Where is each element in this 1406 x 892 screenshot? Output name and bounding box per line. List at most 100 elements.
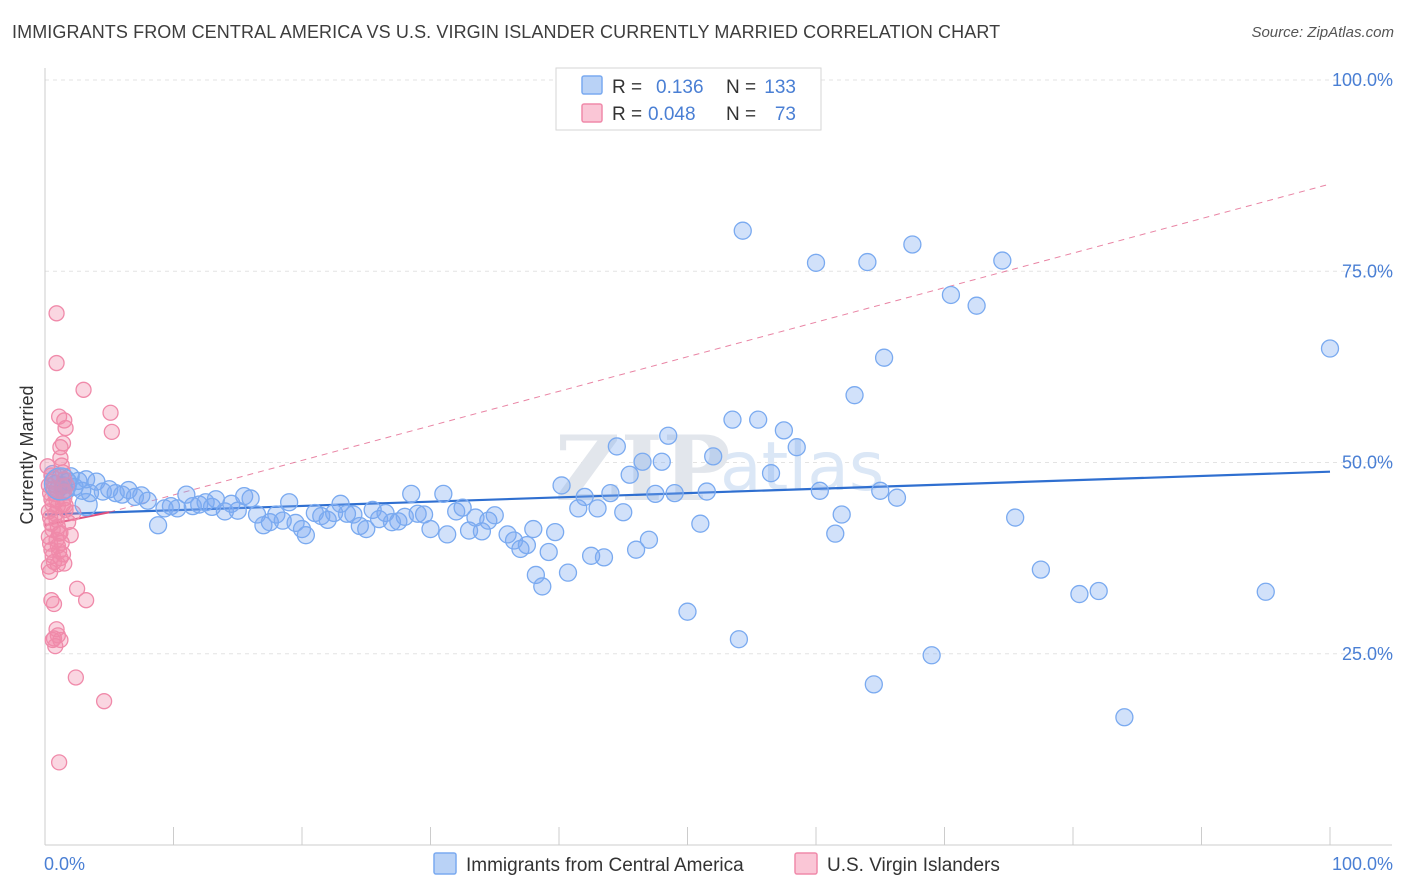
axes-layer: 25.0% 50.0% 75.0% 100.0% 0.0% 100.0%: [44, 68, 1393, 874]
point-central-america: [941, 285, 961, 305]
stats-swatch-pink: [581, 103, 603, 123]
point-central-america: [357, 519, 376, 539]
point-virgin-islanders: [68, 580, 86, 597]
grid-layer: [45, 79, 1392, 655]
point-central-america: [453, 498, 472, 517]
point-virgin-islanders: [59, 514, 77, 531]
point-central-america: [874, 348, 894, 367]
point-central-america: [845, 386, 864, 405]
point-central-america: [810, 481, 830, 500]
point-central-america: [774, 421, 794, 440]
point-central-america: [168, 499, 187, 518]
point-virgin-islanders: [50, 754, 68, 771]
point-central-america: [697, 482, 716, 501]
point-central-america: [569, 499, 588, 518]
point-virgin-islanders: [52, 439, 69, 456]
point-central-america: [903, 235, 922, 254]
point-virgin-islanders: [45, 630, 63, 647]
point-central-america: [749, 410, 768, 429]
stats-r-value-1: 0.136: [656, 77, 704, 98]
point-central-america: [539, 542, 558, 562]
point-central-america: [639, 530, 659, 549]
point-central-america: [620, 465, 639, 484]
point-central-america: [993, 251, 1012, 270]
stats-n-value-2: 73: [775, 104, 796, 125]
point-central-america: [761, 464, 781, 483]
point-central-america: [517, 535, 537, 555]
points-layer: [39, 221, 1340, 771]
point-central-america: [485, 506, 504, 525]
point-central-america: [864, 675, 883, 694]
point-central-america: [826, 524, 845, 543]
point-virgin-islanders: [67, 669, 84, 686]
point-central-america: [1320, 339, 1340, 358]
point-central-america: [177, 485, 196, 504]
y-tick-label: 50.0%: [1342, 453, 1393, 473]
point-central-america: [787, 438, 806, 457]
point-central-america: [607, 437, 626, 456]
point-central-america: [871, 481, 890, 500]
point-central-america: [806, 253, 826, 272]
point-central-america: [337, 504, 357, 523]
point-central-america: [279, 493, 299, 512]
point-central-america: [1115, 708, 1134, 727]
point-central-america: [1089, 581, 1108, 601]
point-central-america: [558, 563, 578, 582]
point-central-america: [376, 503, 395, 523]
stats-swatch-blue: [581, 75, 603, 95]
point-virgin-islanders: [48, 305, 65, 322]
point-central-america: [472, 522, 492, 541]
point-central-america: [533, 577, 552, 596]
legend-swatch-central-america: [433, 852, 457, 875]
trendline-central-america: [44, 470, 1331, 516]
point-central-america: [626, 540, 646, 559]
point-central-america: [678, 602, 697, 621]
point-central-america: [296, 526, 316, 545]
x-tick-label-start: 0.0%: [44, 854, 85, 874]
legend-label-virgin-islanders: U.S. Virgin Islanders: [827, 855, 1000, 876]
point-central-america: [887, 488, 907, 507]
point-central-america: [324, 503, 344, 523]
point-central-america: [318, 510, 337, 530]
point-central-america: [588, 499, 607, 518]
point-virgin-islanders: [52, 631, 69, 649]
point-central-america: [733, 221, 752, 240]
point-central-america: [614, 503, 633, 522]
point-central-america: [704, 447, 723, 466]
point-central-america: [552, 476, 571, 495]
stats-box: R = 0.136 N = 133 R = 0.048 N = 73: [555, 67, 822, 131]
cluster-central-america: [74, 492, 98, 517]
point-central-america: [434, 484, 453, 504]
point-central-america: [594, 548, 614, 567]
point-virgin-islanders: [95, 693, 113, 710]
point-central-america: [138, 491, 157, 510]
y-tick-label: 100.0%: [1332, 70, 1393, 90]
point-central-america: [241, 489, 260, 508]
stats-r-value-2: 0.048: [648, 104, 696, 125]
stats-r-label-1: R =: [612, 77, 642, 98]
point-central-america: [858, 252, 877, 272]
cluster-central-america: [43, 467, 78, 501]
point-virgin-islanders: [103, 423, 120, 441]
source-credit: Source: ZipAtlas.com: [1251, 24, 1394, 41]
point-virgin-islanders: [102, 404, 119, 421]
point-central-america: [1070, 584, 1089, 604]
point-central-america: [652, 452, 671, 471]
point-central-america: [1256, 582, 1275, 601]
legend-swatch-virgin-islanders: [794, 852, 818, 875]
point-central-america: [1006, 508, 1025, 527]
point-central-america: [723, 410, 742, 429]
point-central-america: [421, 519, 440, 539]
point-central-america: [545, 522, 565, 542]
point-virgin-islanders: [48, 354, 65, 372]
point-central-america: [659, 426, 678, 445]
point-central-america: [575, 487, 594, 507]
trendline-virgin-islanders-extension: [109, 183, 1331, 513]
watermark-zip: ZIP: [555, 416, 730, 522]
point-central-america: [408, 504, 427, 523]
y-tick-label: 75.0%: [1342, 261, 1393, 281]
y-axis-label: Currently Married: [17, 385, 37, 524]
point-central-america: [633, 452, 652, 471]
point-central-america: [601, 483, 620, 503]
